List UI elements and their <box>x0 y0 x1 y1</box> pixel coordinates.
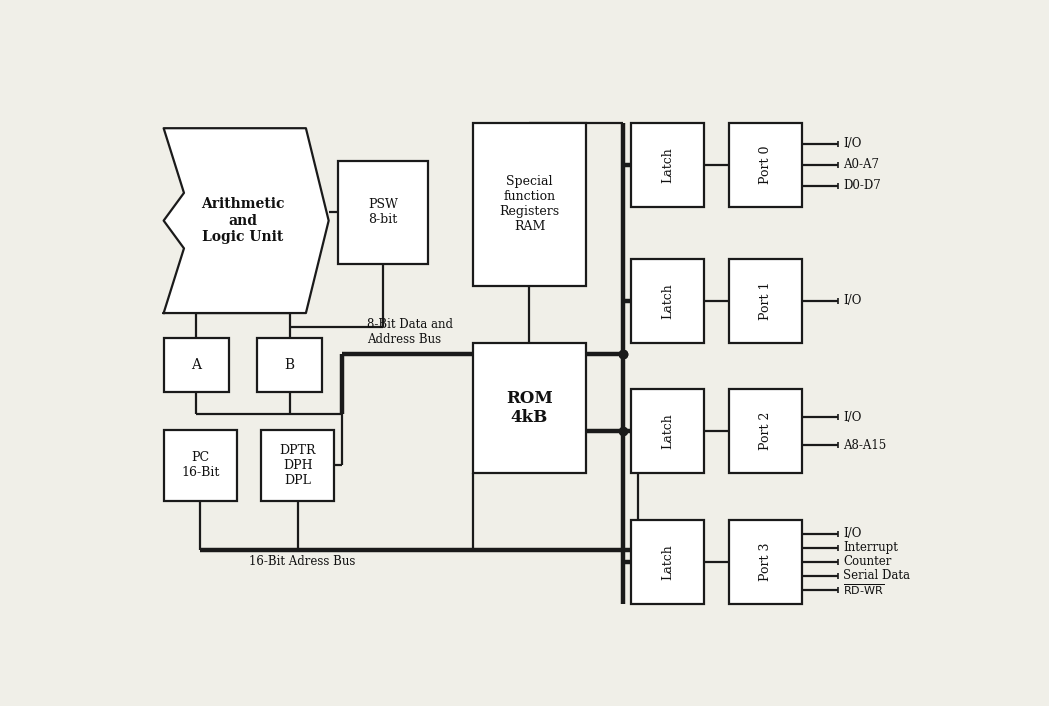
Text: Port 0: Port 0 <box>758 145 772 184</box>
Text: Special
function
Registers
RAM: Special function Registers RAM <box>499 175 559 233</box>
Bar <box>164 430 237 501</box>
Bar <box>729 123 801 207</box>
Bar <box>261 430 335 501</box>
Text: Latch: Latch <box>661 147 675 183</box>
Bar <box>339 161 428 264</box>
Bar <box>631 520 704 604</box>
Bar <box>729 258 801 343</box>
Text: 16-Bit Adress Bus: 16-Bit Adress Bus <box>249 555 356 568</box>
Text: A8-A15: A8-A15 <box>843 439 886 452</box>
Text: A0-A7: A0-A7 <box>843 158 879 172</box>
Polygon shape <box>164 128 328 313</box>
Text: 8-Bit Data and
Address Bus: 8-Bit Data and Address Bus <box>367 318 453 346</box>
Text: Latch: Latch <box>661 283 675 318</box>
Text: I/O: I/O <box>843 138 861 150</box>
Text: PC
16-Bit: PC 16-Bit <box>181 451 219 479</box>
Text: B: B <box>284 358 295 371</box>
Text: I/O: I/O <box>843 294 861 307</box>
Bar <box>729 389 801 474</box>
Bar <box>631 389 704 474</box>
Text: $\overline{\mathrm{RD\text{-}WR}}$: $\overline{\mathrm{RD\text{-}WR}}$ <box>843 582 884 597</box>
Text: A: A <box>191 358 201 371</box>
Text: Latch: Latch <box>661 414 675 449</box>
Text: Interrupt: Interrupt <box>843 542 898 554</box>
Text: Counter: Counter <box>843 555 892 568</box>
Bar <box>257 337 322 392</box>
Text: DPTR
DPH
DPL: DPTR DPH DPL <box>279 444 316 486</box>
Bar <box>164 337 229 392</box>
Text: ROM
4kB: ROM 4kB <box>506 390 553 426</box>
Text: Arithmetic
and
Logic Unit: Arithmetic and Logic Unit <box>201 198 284 244</box>
Bar <box>472 123 586 286</box>
Bar <box>729 520 801 604</box>
Text: Latch: Latch <box>661 544 675 580</box>
Text: D0-D7: D0-D7 <box>843 179 881 193</box>
Text: Serial Data: Serial Data <box>843 569 911 582</box>
Text: Port 3: Port 3 <box>758 542 772 581</box>
Bar <box>472 343 586 474</box>
Text: Port 2: Port 2 <box>758 412 772 450</box>
Text: PSW
8-bit: PSW 8-bit <box>368 198 398 227</box>
Bar <box>631 258 704 343</box>
Text: I/O: I/O <box>843 411 861 424</box>
Text: Port 1: Port 1 <box>758 282 772 320</box>
Text: I/O: I/O <box>843 527 861 540</box>
Bar <box>631 123 704 207</box>
